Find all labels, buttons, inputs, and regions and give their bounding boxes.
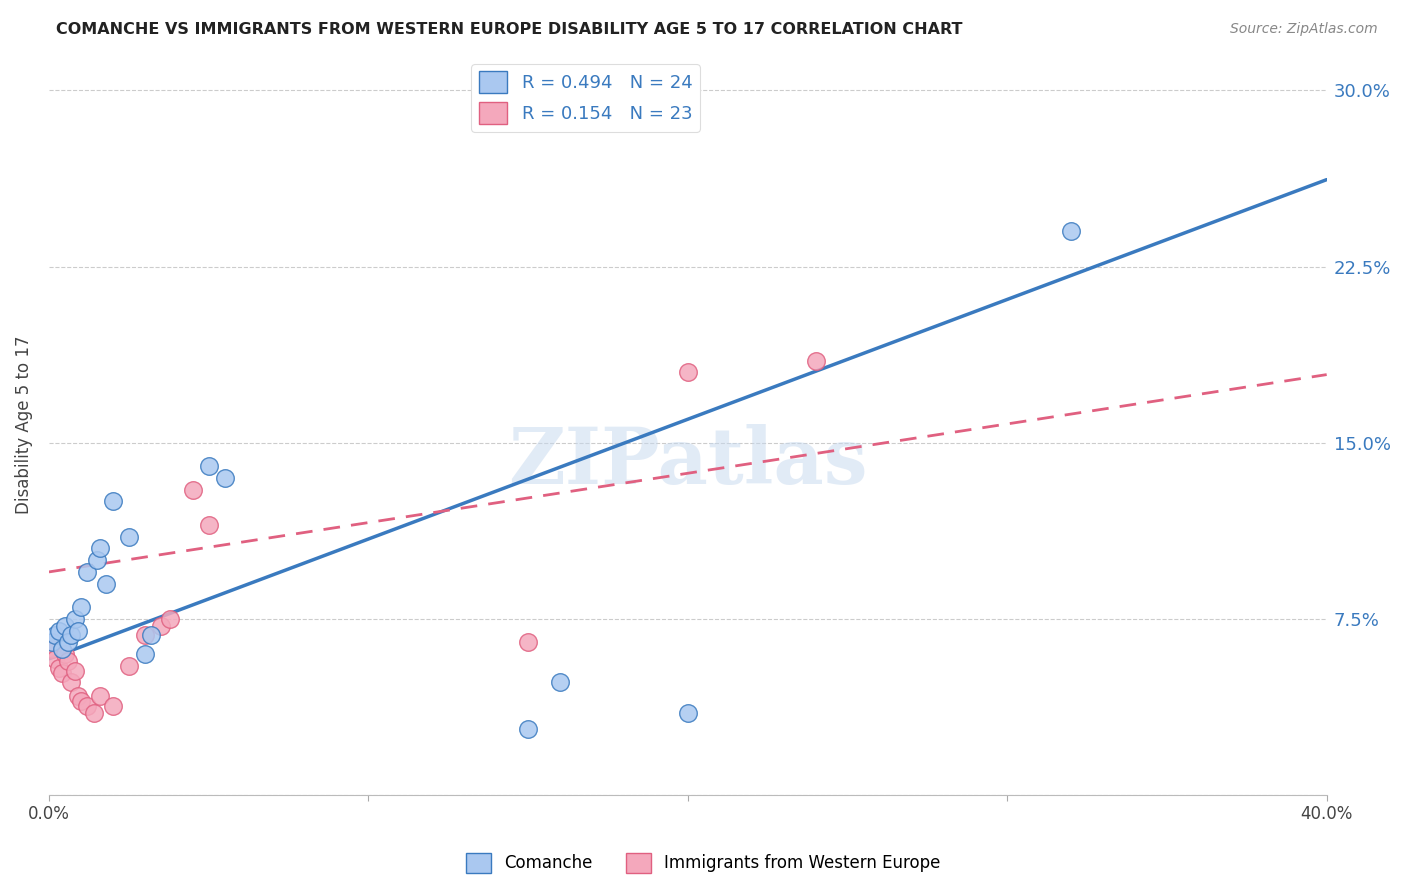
Point — [89, 690, 111, 704]
Point — [517, 635, 540, 649]
Point — [149, 619, 172, 633]
Point — [141, 628, 163, 642]
Point — [70, 694, 93, 708]
Point — [63, 612, 86, 626]
Point — [197, 517, 219, 532]
Point — [118, 658, 141, 673]
Point — [60, 675, 83, 690]
Point — [56, 654, 79, 668]
Point — [76, 565, 98, 579]
Point — [548, 675, 571, 690]
Point — [44, 628, 66, 642]
Point — [676, 365, 699, 379]
Point — [60, 628, 83, 642]
Point — [48, 661, 70, 675]
Point — [56, 635, 79, 649]
Point — [83, 706, 105, 720]
Point — [181, 483, 204, 497]
Point — [89, 541, 111, 556]
Point — [96, 576, 118, 591]
Point — [134, 647, 156, 661]
Y-axis label: Disability Age 5 to 17: Disability Age 5 to 17 — [15, 336, 32, 515]
Point — [53, 619, 76, 633]
Point — [48, 624, 70, 638]
Point — [76, 698, 98, 713]
Point — [41, 635, 63, 649]
Text: ZIPatlas: ZIPatlas — [508, 424, 868, 500]
Text: Source: ZipAtlas.com: Source: ZipAtlas.com — [1230, 22, 1378, 37]
Point — [41, 642, 63, 657]
Legend: Comanche, Immigrants from Western Europe: Comanche, Immigrants from Western Europe — [458, 847, 948, 880]
Text: COMANCHE VS IMMIGRANTS FROM WESTERN EUROPE DISABILITY AGE 5 TO 17 CORRELATION CH: COMANCHE VS IMMIGRANTS FROM WESTERN EURO… — [56, 22, 963, 37]
Point — [134, 628, 156, 642]
Point — [197, 459, 219, 474]
Point — [51, 642, 73, 657]
Point — [53, 647, 76, 661]
Point — [804, 353, 827, 368]
Point — [51, 665, 73, 680]
Point — [66, 690, 89, 704]
Point — [101, 494, 124, 508]
Point — [86, 553, 108, 567]
Point — [517, 723, 540, 737]
Point — [101, 698, 124, 713]
Point — [63, 664, 86, 678]
Point — [66, 624, 89, 638]
Point — [1060, 224, 1083, 238]
Point — [44, 652, 66, 666]
Point — [70, 600, 93, 615]
Point — [159, 612, 181, 626]
Point — [118, 530, 141, 544]
Point — [676, 706, 699, 720]
Point — [214, 471, 236, 485]
Legend: R = 0.494   N = 24, R = 0.154   N = 23: R = 0.494 N = 24, R = 0.154 N = 23 — [471, 64, 700, 132]
